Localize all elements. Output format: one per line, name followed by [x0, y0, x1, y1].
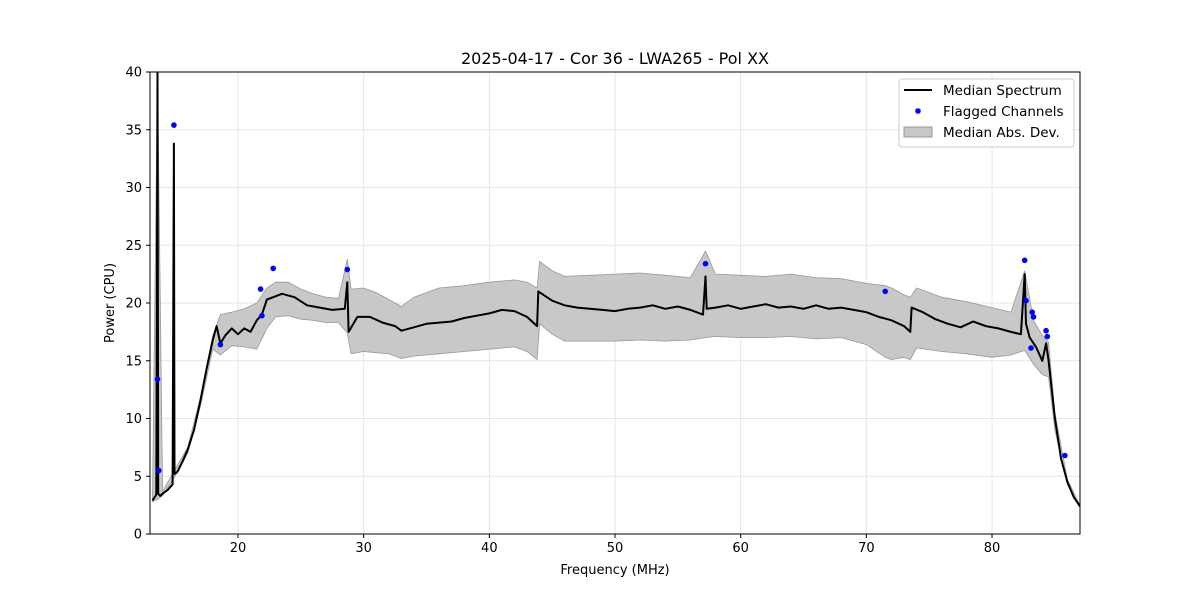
flagged-point: [1023, 297, 1029, 304]
flagged-point: [1028, 345, 1034, 351]
flagged-point: [1062, 452, 1068, 459]
y-axis-ticks: 0 5 10 15 20 25 30 35 40: [125, 66, 150, 543]
chart-title: 2025-04-17 - Cor 36 - LWA265 - Pol XX: [461, 49, 769, 68]
x-tick-label: 60: [732, 541, 749, 556]
flagged-point: [1021, 257, 1028, 264]
mad-band-layer: [152, 72, 1080, 508]
y-tick-label: 10: [125, 412, 142, 427]
flagged-point: [1029, 309, 1035, 316]
median-spectrum-line: [151, 72, 1080, 507]
flagged-point: [1030, 314, 1037, 320]
flagged-point: [259, 312, 265, 319]
flagged-point: [171, 122, 177, 128]
flagged-point: [156, 467, 162, 474]
median-line-layer: [151, 72, 1080, 507]
x-tick-label: 30: [355, 541, 372, 556]
flagged-point: [217, 341, 224, 348]
y-tick-label: 15: [125, 354, 142, 369]
flagged-point: [1044, 333, 1051, 340]
y-tick-label: 5: [134, 470, 142, 485]
y-tick-label: 25: [125, 239, 142, 254]
x-tick-label: 40: [481, 541, 498, 556]
flagged-point: [270, 265, 277, 272]
legend-label-mad: Median Abs. Dev.: [943, 125, 1060, 141]
x-tick-label: 80: [984, 541, 1001, 556]
flagged-point: [702, 260, 709, 267]
x-tick-label: 50: [607, 541, 624, 556]
flagged-point: [257, 286, 264, 292]
flagged-point: [1043, 327, 1049, 334]
y-tick-label: 40: [125, 66, 142, 81]
x-tick-label: 70: [858, 541, 875, 556]
flagged-point: [882, 288, 888, 295]
y-tick-label: 35: [125, 123, 142, 138]
y-tick-label: 30: [125, 181, 142, 196]
legend-dot-swatch: [915, 108, 921, 114]
x-axis-label: Frequency (MHz): [560, 563, 669, 578]
flagged-point: [344, 266, 351, 273]
y-axis-label: Power (CPU): [103, 263, 118, 343]
y-tick-label: 20: [125, 297, 142, 312]
mad-band: [152, 72, 1080, 508]
x-tick-label: 20: [230, 541, 247, 556]
flagged-point: [154, 376, 161, 383]
flagged-points-layer: [154, 122, 1068, 474]
legend-label-flagged: Flagged Channels: [943, 104, 1064, 120]
legend-label-median: Median Spectrum: [943, 83, 1062, 99]
legend: Median Spectrum Flagged Channels Median …: [898, 78, 1075, 148]
legend-box: [898, 78, 1075, 148]
legend-band-swatch: [903, 126, 933, 138]
y-tick-label: 0: [134, 528, 142, 543]
x-axis-ticks: 20 30 40 50 60 70 80: [230, 534, 1001, 556]
